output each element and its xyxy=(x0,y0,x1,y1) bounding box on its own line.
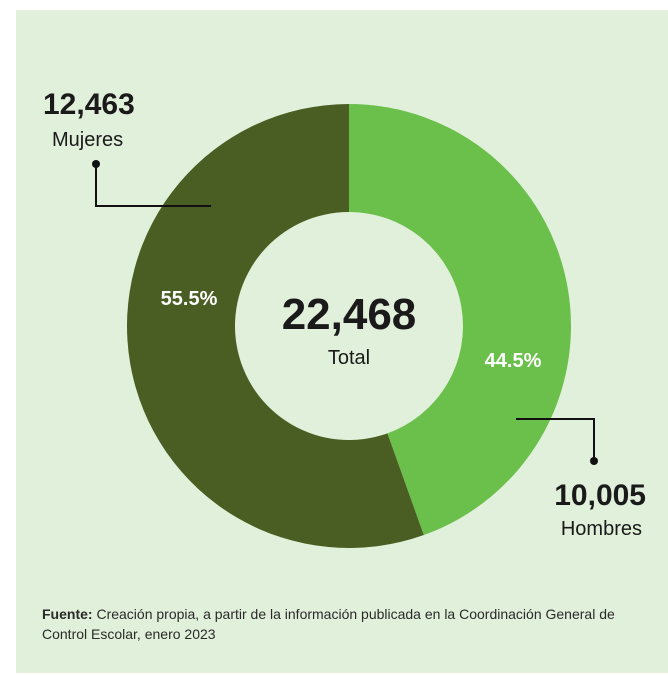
total-value: 22,468 xyxy=(282,290,417,339)
source-label: Fuente: xyxy=(42,606,93,622)
donut-slices xyxy=(126,104,572,548)
mujeres-value-label: 12,463 xyxy=(43,88,135,121)
source-text: Creación propia, a partir de la informac… xyxy=(42,606,615,642)
slice-hombres xyxy=(349,104,572,536)
hombres-percent-label: 44.5% xyxy=(485,350,542,372)
mujeres-leader-dot xyxy=(92,160,100,168)
hombres-category-label: Hombres xyxy=(561,518,642,540)
donut-chart: 22,468 Total 55.5% 44.5% 12,463 Mujeres … xyxy=(43,88,646,548)
mujeres-percent-label: 55.5% xyxy=(161,288,218,310)
mujeres-category-label: Mujeres xyxy=(52,129,123,151)
total-label: Total xyxy=(328,347,370,369)
slice-mujeres xyxy=(126,104,424,548)
source-note: Fuente: Creación propia, a partir de la … xyxy=(42,604,642,644)
hombres-value-label: 10,005 xyxy=(554,479,646,512)
hombres-leader-dot xyxy=(590,457,598,465)
mujeres-leader-line xyxy=(95,164,211,207)
hombres-leader-line xyxy=(516,418,595,460)
